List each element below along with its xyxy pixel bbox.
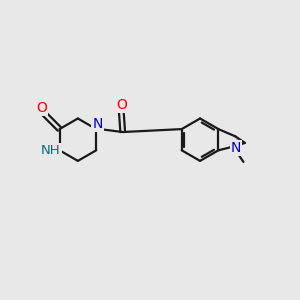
Text: NH: NH <box>41 144 61 157</box>
Text: O: O <box>36 101 47 115</box>
Text: N: N <box>92 117 103 131</box>
Text: N: N <box>231 141 241 155</box>
Text: O: O <box>116 98 127 112</box>
